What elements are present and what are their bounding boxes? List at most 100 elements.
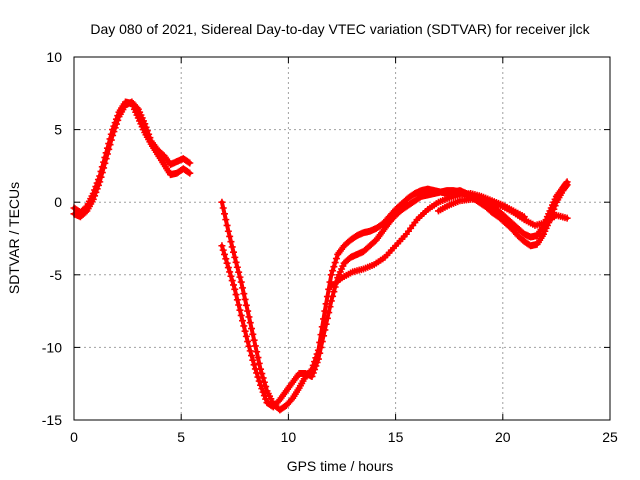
data-point (111, 124, 119, 132)
data-point (248, 325, 256, 333)
data-point (258, 385, 266, 393)
data-point (312, 362, 320, 370)
data-point (241, 327, 249, 335)
data-point (224, 264, 232, 272)
data-point (227, 272, 235, 280)
x-tick-label: 5 (177, 429, 185, 445)
data-point (231, 253, 239, 261)
data-point (145, 130, 153, 138)
plot-frame (73, 56, 611, 421)
data-point (325, 309, 333, 317)
data-point (235, 301, 243, 309)
data-point (321, 326, 329, 334)
y-tick-label: 0 (54, 194, 62, 210)
data-point (226, 268, 234, 276)
data-point (221, 250, 229, 258)
grid (74, 57, 610, 420)
data-point (94, 181, 102, 189)
data-point (327, 271, 335, 279)
data-point (245, 342, 253, 350)
data-point (551, 202, 559, 210)
x-axis-label: GPS time / hours (287, 458, 394, 474)
x-tick-label: 10 (281, 429, 297, 445)
data-point (329, 292, 337, 300)
data-point (326, 303, 334, 311)
data-point (186, 159, 194, 167)
data-point (223, 221, 231, 229)
data-point (250, 336, 258, 344)
data-point (318, 338, 326, 346)
data-point (257, 381, 265, 389)
data-point (133, 104, 141, 112)
data-point (236, 273, 244, 281)
data-point (240, 322, 248, 330)
data-point (245, 313, 253, 321)
data-point (98, 169, 106, 177)
data-point (107, 136, 115, 144)
data-point (239, 284, 247, 292)
data-point (322, 300, 330, 308)
data-point (114, 116, 122, 124)
data-point (236, 306, 244, 314)
data-point (223, 259, 231, 267)
y-tick-label: -5 (50, 267, 63, 283)
data-point (316, 349, 324, 357)
data-point (141, 120, 149, 128)
data-point (239, 317, 247, 325)
data-point (93, 185, 101, 193)
data-point (330, 263, 338, 271)
data-point (259, 388, 267, 396)
data-point (237, 311, 245, 319)
data-point (218, 198, 226, 206)
data-point (249, 356, 257, 364)
data-point (105, 145, 113, 153)
x-tick-label: 20 (495, 429, 511, 445)
data-point (254, 373, 262, 381)
series-2 (70, 98, 194, 221)
data-point (231, 285, 239, 293)
data-point (242, 332, 250, 340)
data-point (563, 181, 571, 189)
data-point (232, 291, 240, 299)
data-point (219, 204, 227, 212)
data-point (254, 354, 262, 362)
data-point (100, 164, 108, 172)
data-point (251, 342, 259, 350)
data-point (322, 320, 330, 328)
chart-title: Day 080 of 2021, Sidereal Day-to-day VTE… (90, 21, 590, 37)
data-point (332, 255, 340, 263)
data-point (218, 242, 226, 250)
data-point (311, 365, 319, 373)
data-point (255, 359, 263, 367)
data-point (96, 178, 104, 186)
data-point (112, 120, 120, 128)
y-tick-label: 5 (54, 122, 62, 138)
data-point (146, 134, 154, 142)
data-point (103, 150, 111, 158)
data-point (563, 214, 571, 222)
data-point (109, 131, 117, 139)
y-axis-label: SDTVAR / TECUs (6, 182, 22, 294)
series-6 (434, 195, 571, 229)
data-point (314, 355, 322, 363)
data-point (323, 314, 331, 322)
data-point (262, 383, 270, 391)
data-point (222, 216, 230, 224)
data-point (320, 332, 328, 340)
data-point (184, 158, 192, 166)
data-point (91, 192, 99, 200)
data-point (233, 296, 241, 304)
data-point (259, 374, 267, 382)
data-point (221, 210, 229, 218)
data-point (308, 372, 316, 380)
series-1 (70, 98, 194, 216)
ticks: 0 5 10 15 20 25 -15 -10 -5 0 5 10 (42, 49, 618, 445)
data-point (101, 159, 109, 167)
data-series (70, 98, 571, 414)
x-tick-label: 15 (388, 429, 404, 445)
data-point (110, 128, 118, 136)
data-point (255, 377, 263, 385)
data-point (330, 288, 338, 296)
data-point (222, 255, 230, 263)
